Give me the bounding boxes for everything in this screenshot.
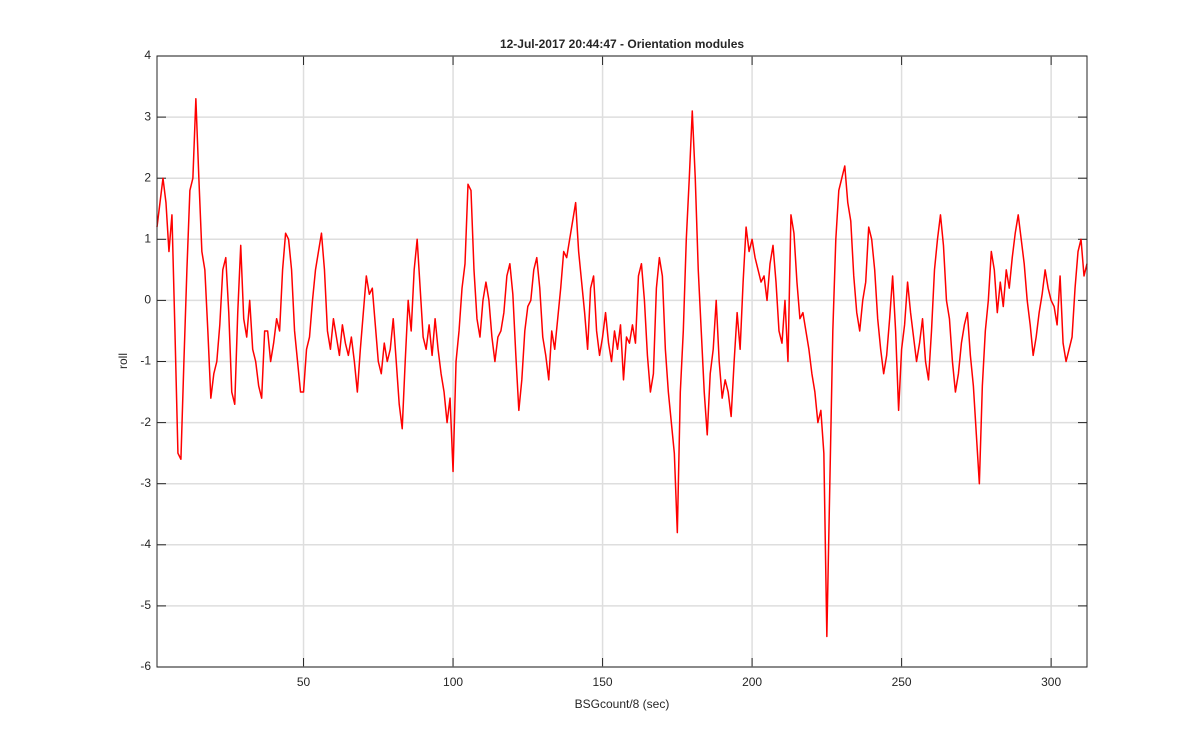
- plot-frame: [156, 55, 1088, 668]
- data-line: [156, 98, 1088, 638]
- y-tick-label: 4: [144, 48, 151, 62]
- y-tick-label: 0: [144, 293, 151, 307]
- y-tick-label: -4: [140, 537, 151, 551]
- y-axis-label: roll: [116, 353, 130, 369]
- x-tick-label: 50: [297, 675, 311, 689]
- x-tick-label: 150: [593, 675, 613, 689]
- y-tick-label: -3: [140, 476, 151, 490]
- y-tick-label: -6: [140, 659, 151, 673]
- x-tick-label: 300: [1041, 675, 1061, 689]
- x-tick-label: 200: [742, 675, 762, 689]
- x-axis-label: BSGcount/8 (sec): [575, 697, 670, 711]
- y-tick-label: -5: [140, 598, 151, 612]
- x-tick-label: 250: [892, 675, 912, 689]
- x-tick-label: 100: [443, 675, 463, 689]
- y-tick-label: -1: [140, 354, 151, 368]
- y-tick-label: -2: [140, 415, 151, 429]
- y-tick-label: 1: [144, 231, 151, 245]
- y-tick-label: 3: [144, 109, 151, 123]
- chart-title: 12-Jul-2017 20:44:47 - Orientation modul…: [500, 37, 744, 51]
- y-tick-label: 2: [144, 170, 151, 184]
